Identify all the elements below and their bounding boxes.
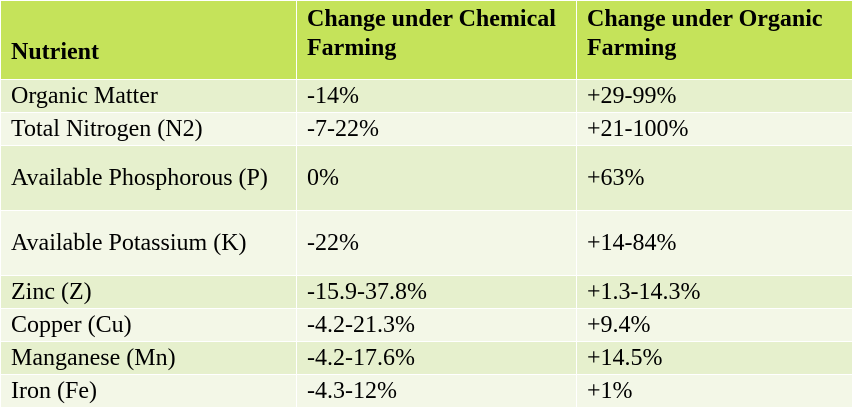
nutrient-cell: Zinc (Z) (0, 275, 297, 309)
table-row: Iron (Fe) -4.3-12% +1% (0, 374, 852, 408)
header-nutrient: Nutrient (0, 0, 297, 80)
table-row: Organic Matter -14% +29-99% (0, 79, 852, 113)
chemical-change-cell: -14% (296, 79, 577, 113)
chemical-change-cell: -4.2-21.3% (296, 308, 577, 342)
organic-change-cell: +14-84% (576, 210, 852, 276)
nutrient-cell: Iron (Fe) (0, 374, 297, 408)
nutrient-cell: Available Phosphorous (P) (0, 145, 297, 211)
chemical-change-cell: -15.9-37.8% (296, 275, 577, 309)
organic-change-cell: +1% (576, 374, 852, 408)
header-organic-farming: Change under Organic Farming (576, 0, 852, 80)
organic-change-cell: +21-100% (576, 112, 852, 146)
table-row: Available Potassium (K) -22% +14-84% (0, 210, 852, 276)
nutrient-cell: Available Potassium (K) (0, 210, 297, 276)
nutrient-cell: Organic Matter (0, 79, 297, 113)
nutrient-comparison-table: Nutrient Change under Chemical Farming C… (0, 0, 852, 408)
chemical-change-cell: 0% (296, 145, 577, 211)
table-row: Manganese (Mn) -4.2-17.6% +14.5% (0, 341, 852, 375)
nutrient-cell: Manganese (Mn) (0, 341, 297, 375)
organic-change-cell: +1.3-14.3% (576, 275, 852, 309)
chemical-change-cell: -22% (296, 210, 577, 276)
nutrient-cell: Copper (Cu) (0, 308, 297, 342)
header-row: Nutrient Change under Chemical Farming C… (0, 0, 852, 80)
chemical-change-cell: -4.3-12% (296, 374, 577, 408)
table-row: Copper (Cu) -4.2-21.3% +9.4% (0, 308, 852, 342)
table-row: Total Nitrogen (N2) -7-22% +21-100% (0, 112, 852, 146)
chemical-change-cell: -7-22% (296, 112, 577, 146)
chemical-change-cell: -4.2-17.6% (296, 341, 577, 375)
table-row: Available Phosphorous (P) 0% +63% (0, 145, 852, 211)
organic-change-cell: +14.5% (576, 341, 852, 375)
table-row: Zinc (Z) -15.9-37.8% +1.3-14.3% (0, 275, 852, 309)
header-chemical-farming: Change under Chemical Farming (296, 0, 577, 80)
organic-change-cell: +63% (576, 145, 852, 211)
organic-change-cell: +29-99% (576, 79, 852, 113)
nutrient-cell: Total Nitrogen (N2) (0, 112, 297, 146)
organic-change-cell: +9.4% (576, 308, 852, 342)
